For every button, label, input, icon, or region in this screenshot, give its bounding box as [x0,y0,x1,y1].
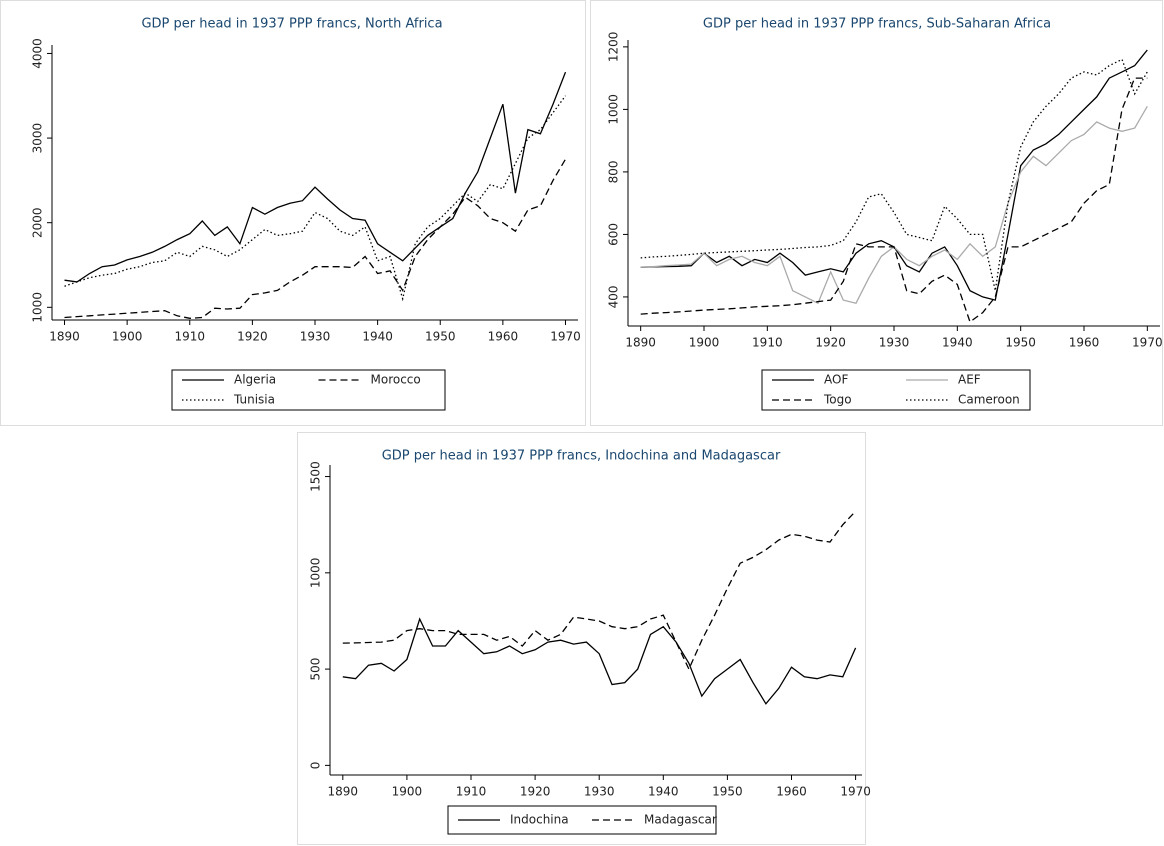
series-line [640,58,1148,291]
series-line [64,71,567,283]
series-line [342,617,857,705]
x-tick-label: 1970 [840,785,871,799]
y-tick-label: 1200 [607,32,621,63]
x-tick-label: 1940 [942,336,973,350]
y-tick-label: 1000 [309,558,323,589]
y-tick-label: 0 [309,762,323,770]
y-tick-label: 400 [607,285,621,308]
x-tick-label: 1950 [425,330,456,344]
x-tick-label: 1890 [625,336,656,350]
series-line [342,510,857,671]
x-tick-label: 1950 [1005,336,1036,350]
x-tick-label: 1920 [237,330,268,344]
x-tick-label: 1950 [712,785,743,799]
x-tick-label: 1920 [815,336,846,350]
x-tick-label: 1970 [1132,336,1163,350]
panel-frame [590,0,1163,426]
x-tick-label: 1910 [174,330,205,344]
y-tick-label: 1000 [31,292,45,323]
x-tick-label: 1960 [488,330,519,344]
legend-label: AEF [958,373,981,387]
y-tick-label: 500 [309,658,323,681]
x-tick-label: 1900 [392,785,423,799]
legend-label: Tunisia [233,393,275,407]
legend-label: Indochina [510,813,569,827]
legend-label: Algeria [234,373,276,387]
legend-label: AOF [824,373,848,387]
x-tick-label: 1910 [456,785,487,799]
chart-title: GDP per head in 1937 PPP francs, North A… [141,17,442,32]
panel-frame [0,0,586,426]
chart-title: GDP per head in 1937 PPP francs, Sub-Sah… [703,17,1051,32]
y-tick-label: 4000 [31,38,45,69]
legend-label: Togo [823,393,852,407]
panel-frame [297,432,866,845]
x-tick-label: 1920 [520,785,551,799]
x-tick-label: 1960 [776,785,807,799]
y-tick-label: 1000 [607,94,621,125]
x-tick-label: 1930 [300,330,331,344]
series-line [640,77,1148,323]
x-tick-label: 1940 [648,785,679,799]
x-tick-label: 1900 [112,330,143,344]
x-tick-label: 1940 [362,330,393,344]
legend-box [761,369,1031,411]
y-tick-label: 600 [607,223,621,246]
chart-title: GDP per head in 1937 PPP francs, Indochi… [382,449,781,464]
y-tick-label: 800 [607,160,621,183]
y-tick-label: 1500 [309,461,323,492]
x-tick-label: 1890 [328,785,359,799]
x-tick-label: 1890 [49,330,80,344]
legend-label: Madagascar [644,813,717,827]
series-line [64,158,567,319]
y-tick-label: 3000 [31,123,45,154]
y-tick-label: 2000 [31,207,45,238]
legend-label: Morocco [371,373,421,387]
x-tick-label: 1960 [1069,336,1100,350]
x-tick-label: 1930 [584,785,615,799]
x-tick-label: 1930 [879,336,910,350]
legend-box [171,369,446,411]
x-tick-label: 1970 [550,330,581,344]
x-tick-label: 1900 [689,336,720,350]
legend-label: Cameroon [958,393,1020,407]
x-tick-label: 1910 [752,336,783,350]
